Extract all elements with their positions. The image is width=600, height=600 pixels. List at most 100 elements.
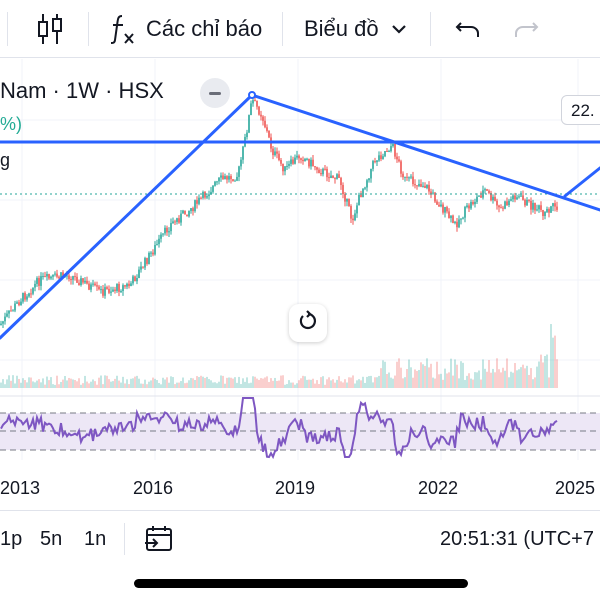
volume-bar bbox=[426, 358, 428, 388]
volume-bar bbox=[224, 383, 226, 388]
candle-body bbox=[486, 189, 488, 191]
candle-body bbox=[496, 200, 498, 206]
candle-body bbox=[170, 223, 172, 232]
candle-body bbox=[238, 166, 240, 177]
volume-bar bbox=[312, 378, 314, 388]
candle-body bbox=[398, 159, 400, 162]
volume-bar bbox=[534, 377, 536, 388]
candle-body bbox=[258, 106, 260, 115]
volume-bar bbox=[236, 382, 238, 388]
volume-bar bbox=[216, 383, 218, 388]
volume-bar bbox=[350, 377, 352, 388]
volume-bar bbox=[180, 381, 182, 388]
volume-bar bbox=[2, 379, 4, 388]
candle-body bbox=[30, 293, 32, 295]
volume-bar bbox=[36, 380, 38, 388]
candle-body bbox=[16, 302, 18, 304]
volume-bar bbox=[508, 377, 510, 388]
candle-body bbox=[304, 158, 306, 162]
volume-bar bbox=[10, 380, 12, 388]
volume-bar bbox=[496, 358, 498, 388]
candle-body bbox=[12, 310, 14, 312]
volume-bars bbox=[0, 324, 558, 388]
candle-body bbox=[186, 214, 188, 217]
volume-bar bbox=[332, 379, 334, 388]
volume-bar bbox=[94, 381, 96, 388]
candle-body bbox=[168, 231, 170, 233]
price-chart-canvas[interactable] bbox=[0, 59, 600, 460]
volume-bar bbox=[198, 377, 200, 388]
volume-bar bbox=[370, 375, 372, 388]
candle-body bbox=[202, 192, 204, 198]
indicators-button[interactable]: Các chỉ báo bbox=[108, 10, 262, 48]
volume-bar bbox=[532, 379, 534, 388]
candle-body bbox=[130, 283, 132, 287]
volume-bar bbox=[222, 375, 224, 388]
volume-bar bbox=[408, 359, 410, 388]
volume-bar bbox=[346, 382, 348, 388]
volume-bar bbox=[148, 381, 150, 388]
volume-bar bbox=[472, 379, 474, 388]
candle-body bbox=[354, 213, 356, 221]
undo-icon[interactable] bbox=[454, 10, 482, 48]
volume-bar bbox=[164, 379, 166, 388]
volume-bar bbox=[78, 378, 80, 388]
last-price-axis-label: 22. bbox=[561, 95, 600, 125]
volume-bar bbox=[104, 375, 106, 388]
candle-body bbox=[296, 155, 298, 158]
volume-bar bbox=[276, 380, 278, 388]
interval-button-5n[interactable]: 5n bbox=[40, 528, 63, 550]
candle-body bbox=[60, 272, 62, 279]
time-tick-label: 2013 bbox=[0, 478, 41, 498]
collapse-legend-button[interactable] bbox=[200, 78, 230, 108]
volume-bar bbox=[442, 379, 444, 388]
candle-body bbox=[404, 176, 406, 178]
candle-body bbox=[158, 238, 160, 245]
candle-body bbox=[120, 290, 122, 292]
time-tick-label: 2016 bbox=[133, 478, 174, 498]
volume-bar bbox=[168, 382, 170, 388]
clock-timezone-label[interactable]: 20:51:31 (UTC+7 bbox=[440, 528, 594, 550]
candle-body bbox=[412, 176, 414, 185]
candle-body bbox=[406, 176, 408, 178]
candlestick-type-icon[interactable] bbox=[36, 10, 64, 48]
candle-body bbox=[424, 185, 426, 188]
volume-bar bbox=[152, 377, 154, 388]
volume-bar bbox=[458, 378, 460, 388]
toolbar-divider bbox=[430, 12, 431, 46]
volume-bar bbox=[492, 368, 494, 388]
candle-body bbox=[68, 275, 70, 280]
reset-chart-button[interactable] bbox=[289, 304, 327, 342]
volume-bar bbox=[382, 360, 384, 388]
volume-bar bbox=[368, 376, 370, 388]
volume-bar bbox=[262, 378, 264, 388]
volume-bar bbox=[52, 384, 54, 388]
price-change-percent: %) bbox=[0, 114, 22, 134]
chart-type-dropdown[interactable]: Biểu đồ bbox=[304, 10, 407, 48]
candle-body bbox=[266, 127, 268, 131]
candle-body bbox=[310, 159, 312, 167]
volume-bar bbox=[518, 369, 520, 388]
candle-body bbox=[416, 185, 418, 187]
interval-button-1n[interactable]: 1n bbox=[84, 528, 107, 550]
volume-bar bbox=[176, 382, 178, 388]
candle-body bbox=[150, 252, 152, 254]
candle-body bbox=[152, 252, 154, 255]
redo-icon[interactable] bbox=[512, 10, 540, 48]
volume-bar bbox=[194, 379, 196, 388]
candle-body bbox=[392, 143, 394, 147]
interval-button-1p[interactable]: 1p bbox=[0, 528, 23, 550]
chart-area[interactable]: Nam · 1W · HSX %) g 22. bbox=[0, 59, 600, 460]
candle-body bbox=[100, 289, 102, 291]
candle-body bbox=[504, 201, 506, 209]
candle-body bbox=[426, 184, 428, 188]
candle-body bbox=[154, 245, 156, 255]
volume-bar bbox=[84, 375, 86, 388]
volume-bar bbox=[44, 384, 46, 388]
candle-body bbox=[52, 274, 54, 277]
volume-bar bbox=[18, 378, 20, 388]
volume-bar bbox=[126, 379, 128, 388]
volume-bar bbox=[330, 380, 332, 388]
volume-bar bbox=[522, 364, 524, 388]
go-to-date-calendar-icon[interactable] bbox=[144, 524, 174, 559]
